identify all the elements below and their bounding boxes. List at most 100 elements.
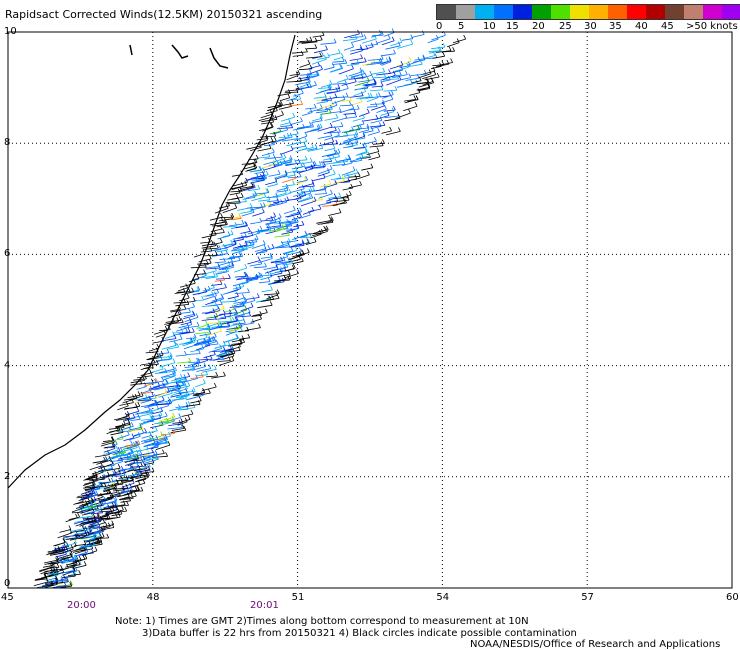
wind-barb (349, 58, 363, 61)
wind-barb (127, 429, 144, 432)
wind-barb-flag (270, 122, 274, 128)
wind-barb-flag (364, 147, 368, 152)
wind-barb-flag (309, 108, 313, 113)
wind-barb (292, 253, 304, 258)
wind-barb-flag (238, 251, 242, 257)
wind-barb-flag (78, 560, 82, 565)
wind-barb (84, 526, 100, 530)
wind-barb-flag (302, 162, 306, 167)
wind-barb-flag (156, 360, 159, 365)
wind-barb (280, 116, 295, 122)
legend-swatch (513, 5, 532, 19)
wind-barb-flag (268, 144, 272, 149)
wind-barb (236, 277, 249, 281)
wind-barb-flag (280, 100, 283, 105)
wind-barb (239, 300, 255, 306)
wind-barb-flag (296, 85, 300, 90)
wind-barb (155, 438, 168, 443)
wind-barb-flag (283, 274, 287, 280)
wind-barb (263, 166, 276, 171)
wind-barb-flag (273, 160, 276, 165)
wind-barb (116, 434, 130, 440)
wind-barb-flag (339, 64, 342, 69)
wind-barb-flag (172, 365, 175, 370)
wind-barb-flag (183, 298, 186, 303)
wind-barb-flag (284, 171, 288, 176)
wind-barb-flag (304, 155, 308, 160)
wind-barb-flag (375, 114, 379, 119)
wind-barb-flag (332, 144, 336, 149)
wind-barb-flag (370, 163, 374, 168)
wind-barb (205, 276, 218, 280)
wind-barb-flag (379, 116, 383, 121)
wind-barb (103, 501, 117, 505)
wind-barb (183, 314, 194, 317)
wind-barb (155, 444, 171, 450)
wind-barb (251, 243, 266, 249)
wind-barb-flag (292, 112, 296, 118)
wind-barb-flag (392, 105, 396, 111)
wind-barb-flag (410, 79, 413, 85)
wind-barb-flag (63, 543, 67, 548)
wind-barb (196, 324, 208, 329)
wind-barb (124, 416, 139, 421)
wind-barb (291, 120, 303, 125)
wind-barb-flag (149, 395, 152, 401)
wind-barb-flag (139, 424, 143, 429)
wind-barb-flag (96, 512, 100, 518)
wind-barb (286, 228, 299, 231)
wind-barb (334, 197, 349, 199)
wind-barb-flag (304, 137, 308, 142)
wind-barb (292, 54, 304, 57)
wind-barb-flag (164, 434, 168, 439)
wind-barb (169, 308, 181, 312)
wind-barb (111, 510, 127, 514)
wind-barb (116, 479, 129, 482)
wind-barb-flag (96, 514, 100, 519)
wind-barb-flag (254, 163, 258, 168)
wind-barb (269, 202, 280, 206)
wind-barb-flag (392, 71, 396, 76)
wind-barb-flag (266, 271, 270, 276)
wind-barb-flag (217, 318, 220, 323)
wind-barb (232, 249, 245, 255)
wind-barb-flag (112, 437, 115, 443)
wind-barb-flag (107, 488, 111, 494)
wind-barb-flag (350, 183, 354, 189)
wind-barb (91, 485, 102, 487)
wind-barb-flag (177, 310, 180, 315)
wind-barb (265, 220, 281, 226)
wind-barb-flag (98, 516, 102, 522)
wind-barb (35, 576, 47, 581)
wind-barb (150, 415, 163, 417)
wind-barb (348, 95, 364, 98)
wind-barb (366, 97, 379, 102)
wind-barb-flag (305, 47, 308, 53)
wind-barb (171, 428, 185, 431)
wind-barb-flag (323, 92, 327, 97)
wind-barb (75, 500, 90, 505)
wind-barb (261, 126, 274, 132)
wind-barb (121, 425, 134, 431)
wind-barb-flag (295, 134, 298, 139)
wind-barb-flag (202, 388, 206, 393)
wind-barb-flag (324, 189, 328, 194)
wind-barb-flag (366, 77, 370, 82)
wind-barb-flag (92, 541, 96, 546)
wind-barb-flag (345, 92, 349, 97)
wind-barb-flag (363, 57, 367, 62)
wind-barb-flag (83, 561, 87, 566)
wind-barb-flag (113, 469, 117, 475)
wind-barb-flag (134, 485, 138, 491)
wind-barb-flag (270, 137, 274, 142)
wind-barb (145, 458, 158, 460)
wind-barb (325, 183, 337, 188)
wind-barb-flag (432, 51, 436, 56)
wind-barb-flag (110, 436, 114, 442)
wind-barb (427, 38, 439, 44)
wind-barb (131, 461, 143, 464)
wind-barb (218, 360, 235, 366)
wind-barb-flag (251, 208, 255, 213)
wind-barb (208, 348, 222, 353)
wind-barb (155, 359, 171, 362)
